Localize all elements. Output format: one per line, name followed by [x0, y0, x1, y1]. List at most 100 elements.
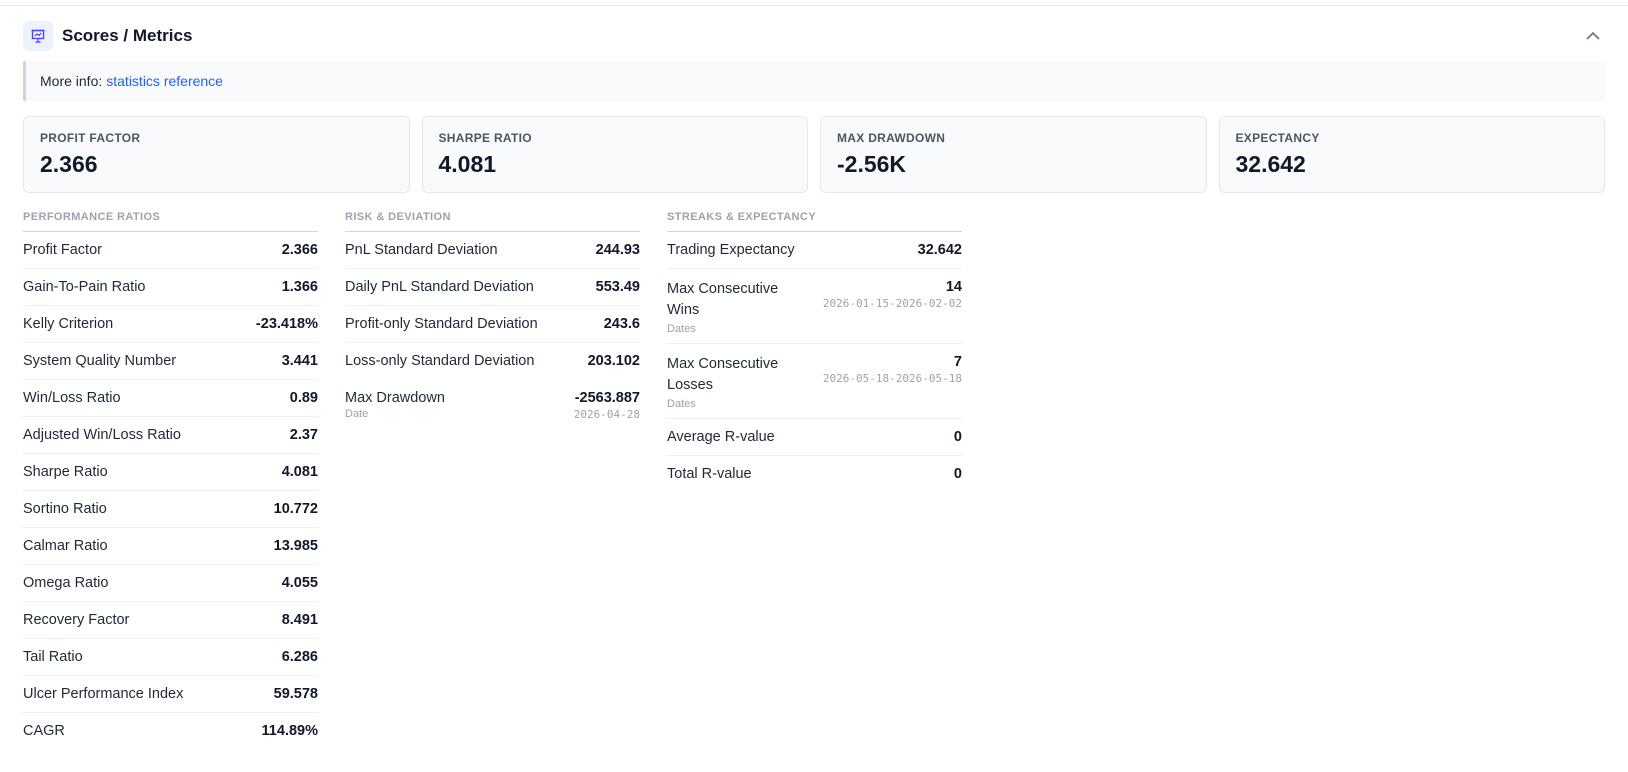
card-value: 4.081: [438, 151, 497, 177]
metric-row: CAGR 114.89%: [23, 713, 318, 750]
metric-sub-label: Dates: [667, 323, 696, 335]
card-label: EXPECTANCY: [1235, 131, 1320, 145]
metric-row: Win/Loss Ratio 0.89: [23, 380, 318, 417]
performance-ratios-section: PERFORMANCE RATIOS Profit Factor 2.366 Gai…: [23, 211, 318, 750]
info-banner: More info: statistics reference: [23, 61, 1605, 101]
metric-label: Omega Ratio: [23, 575, 109, 591]
section-heading: PERFORMANCE RATIOS: [23, 211, 318, 232]
metric-row: Tail Ratio 6.286: [23, 639, 318, 676]
metric-row-trading-expectancy: Trading Expectancy 32.642: [667, 232, 962, 269]
metric-value: 32.642: [917, 242, 962, 258]
metric-row-total-r-value: Total R-value 0: [667, 456, 962, 493]
metric-label: Profit-only Standard Deviation: [345, 316, 538, 332]
metric-value: -23.418%: [255, 316, 318, 332]
metric-row: Adjusted Win/Loss Ratio 2.37: [23, 417, 318, 454]
metric-row-max-consecutive-wins: Max Consecutive Wins Dates 14 2026-01-15…: [667, 269, 962, 344]
metric-row: Calmar Ratio 13.985: [23, 528, 318, 565]
card-expectancy: EXPECTANCY 32.642: [1218, 116, 1605, 193]
metric-label: Win/Loss Ratio: [23, 390, 121, 406]
summary-cards: PROFIT FACTOR 2.366 SHARPE RATIO 4.081 M…: [23, 116, 1605, 193]
panel-title: Scores / Metrics: [62, 26, 193, 45]
metric-label: Adjusted Win/Loss Ratio: [23, 427, 181, 443]
metric-label: Max Consecutive Wins: [667, 281, 779, 318]
metric-row: Sortino Ratio 10.772: [23, 491, 318, 528]
panel-header[interactable]: Scores / Metrics: [23, 20, 1605, 52]
card-max-drawdown: MAX DRAWDOWN -2.56K: [820, 116, 1207, 193]
metric-dates: 2026-01-15-2026-02-02: [822, 297, 962, 310]
metric-value: 4.081: [281, 464, 318, 480]
metric-row-max-consecutive-losses: Max Consecutive Losses Dates 7 2026-05-1…: [667, 344, 962, 419]
metric-label: Sharpe Ratio: [23, 464, 108, 480]
metric-sub-label: Dates: [667, 398, 696, 410]
metric-row: Omega Ratio 4.055: [23, 565, 318, 602]
metric-label: System Quality Number: [23, 353, 177, 369]
card-value: -2.56K: [837, 151, 907, 177]
card-sharpe-ratio: SHARPE RATIO 4.081: [421, 116, 808, 193]
metric-row: PnL Standard Deviation 244.93: [345, 232, 640, 269]
card-value: 32.642: [1235, 151, 1306, 177]
metric-value: 13.985: [273, 538, 318, 554]
metric-label: Total R-value: [667, 466, 752, 482]
metric-dates: 2026-05-18-2026-05-18: [822, 372, 962, 385]
metric-row: Ulcer Performance Index 59.578: [23, 676, 318, 713]
metric-row: Daily PnL Standard Deviation 553.49: [345, 269, 640, 306]
metric-value: 10.772: [273, 501, 318, 517]
metric-value: 4.055: [281, 575, 318, 591]
metric-row: Sharpe Ratio 4.081: [23, 454, 318, 491]
metric-row: Loss-only Standard Deviation 203.102: [345, 343, 640, 380]
card-label: PROFIT FACTOR: [40, 131, 141, 145]
metric-value: 243.6: [603, 316, 640, 332]
metric-date: 2026-04-28: [573, 408, 640, 421]
metric-label: PnL Standard Deviation: [345, 242, 498, 258]
metric-label: Kelly Criterion: [23, 316, 114, 332]
presentation-chart-icon: [23, 21, 53, 51]
metric-value: 0: [953, 429, 962, 445]
card-label: MAX DRAWDOWN: [837, 131, 946, 145]
chevron-up-icon[interactable]: [1581, 24, 1605, 48]
metric-row: Profit-only Standard Deviation 243.6: [345, 306, 640, 343]
metric-value: 7: [953, 354, 962, 370]
metric-label: Tail Ratio: [23, 649, 83, 665]
metric-label: Profit Factor: [23, 242, 102, 258]
metric-row: Recovery Factor 8.491: [23, 602, 318, 639]
metric-value: 59.578: [273, 686, 318, 702]
metric-sub-label: Date: [345, 408, 369, 420]
risk-deviation-section: RISK & DEVIATION PnL Standard Deviation 2…: [345, 211, 640, 423]
metric-label: Gain-To-Pain Ratio: [23, 279, 146, 295]
metric-value: 203.102: [587, 353, 640, 369]
metric-label: Max Consecutive Losses: [667, 356, 779, 393]
performance-rows: Profit Factor 2.366 Gain-To-Pain Ratio 1.36…: [23, 232, 318, 750]
metric-row-average-r-value: Average R-value 0: [667, 419, 962, 456]
metric-label: Recovery Factor: [23, 612, 130, 628]
metric-row-max-drawdown: Max Drawdown Date -2563.887 2026-04-28: [345, 380, 640, 423]
metric-value: 0.89: [289, 390, 318, 406]
metric-row: Kelly Criterion -23.418%: [23, 306, 318, 343]
metric-row: Profit Factor 2.366: [23, 232, 318, 269]
metric-label: Sortino Ratio: [23, 501, 107, 517]
metric-label: Daily PnL Standard Deviation: [345, 279, 534, 295]
card-label: SHARPE RATIO: [438, 131, 532, 145]
metric-value: 6.286: [281, 649, 318, 665]
streaks-expectancy-section: STREAKS & EXPECTANCY Trading Expectancy …: [667, 211, 962, 493]
statistics-reference-link[interactable]: statistics reference: [106, 73, 223, 89]
metric-value: 114.89%: [261, 723, 318, 739]
metric-value: 244.93: [595, 242, 640, 258]
metric-value: 553.49: [595, 279, 640, 295]
metric-value: 2.366: [281, 242, 318, 258]
metric-value: -2563.887: [574, 390, 640, 406]
metric-label: Max Drawdown: [345, 390, 445, 406]
metric-label: Trading Expectancy: [667, 242, 795, 258]
metric-value: 8.491: [281, 612, 318, 628]
section-heading: STREAKS & EXPECTANCY: [667, 211, 962, 232]
metric-row: Gain-To-Pain Ratio 1.366: [23, 269, 318, 306]
metric-value: 14: [945, 279, 962, 295]
section-heading: RISK & DEVIATION: [345, 211, 640, 232]
metric-label: Calmar Ratio: [23, 538, 108, 554]
metric-value: 0: [953, 466, 962, 482]
metric-value: 2.37: [289, 427, 318, 443]
metric-value: 1.366: [281, 279, 318, 295]
metric-label: CAGR: [23, 723, 65, 739]
card-profit-factor: PROFIT FACTOR 2.366: [23, 116, 410, 193]
info-prefix: More info:: [40, 73, 103, 89]
metric-value: 3.441: [281, 353, 318, 369]
